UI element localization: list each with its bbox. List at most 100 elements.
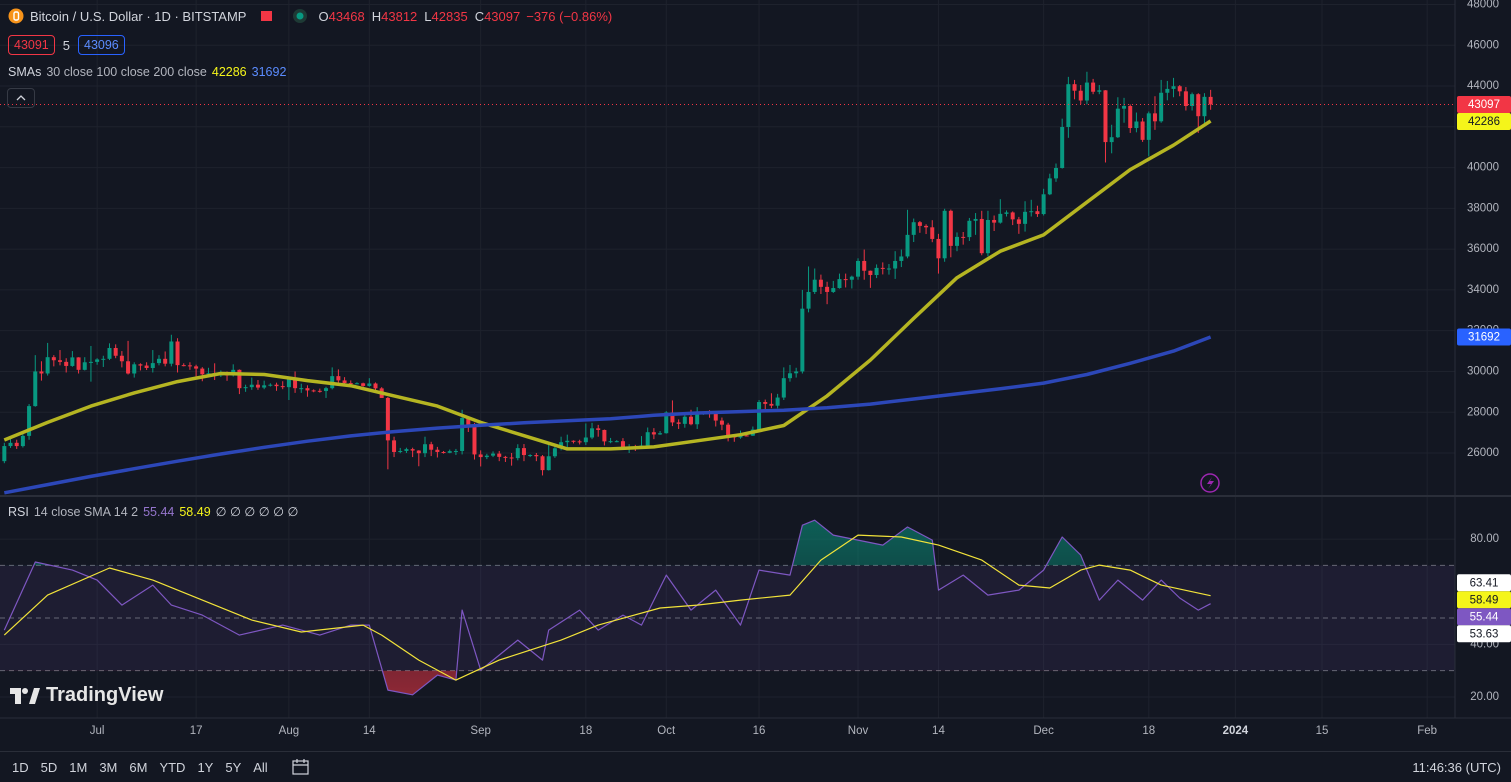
candle-body [602,429,607,442]
chevron-icon [16,95,26,101]
range-button[interactable]: 6M [129,759,148,775]
candle-body [800,308,805,372]
range-button[interactable]: 3M [99,759,118,775]
candle-body [1010,212,1015,220]
range-button[interactable]: YTD [159,759,186,775]
candle-body [491,453,496,456]
candle-body [818,279,823,287]
candle-body [552,448,557,457]
y-tick-label: 26000 [1467,447,1499,459]
candle-body [187,365,192,367]
range-button[interactable]: 5D [40,759,58,775]
price-label-box [1457,112,1511,130]
candle-body [837,279,842,289]
buy-button[interactable]: 43096 [78,35,125,55]
symbol-title: Bitcoin / U.S. Dollar · 1D · BITSTAMP [30,8,247,24]
candle-body [1023,211,1028,224]
candle-body [305,388,310,391]
ohlc-key: L [424,8,432,24]
candle-body [64,361,69,366]
candle-body [726,424,731,436]
rsi-value: 58.49 [179,504,211,519]
candle-body [1029,211,1034,213]
sma-title: SMAs [8,65,42,79]
candle-body [868,270,873,276]
x-tick-label: 2024 [1223,725,1249,737]
x-tick-label: 14 [363,725,376,737]
sma-params: 30 close 100 close 200 close [46,65,207,79]
ohlc-item: O43468 [318,9,364,24]
candle-body [880,267,885,269]
candle-body [930,227,935,239]
range-buttons: 1D 5D 1M 3M 6M YTD 1Y 5Y All [0,760,268,775]
symbol-row: Bitcoin / U.S. Dollar · 1D · BITSTAMP O4… [8,8,612,24]
candle-body [45,357,50,374]
candle-body [515,448,520,459]
candle-body [831,288,836,292]
candle-body [317,390,322,392]
candle-body [1066,84,1071,128]
candle-body [546,456,551,471]
candle-body [973,218,978,221]
x-tick-label: 18 [1142,725,1155,737]
y-tick-label: 28000 [1467,406,1499,418]
candle-body [942,210,947,259]
candle-body [20,435,25,447]
candle-body [70,357,75,366]
y-tick-label: 30000 [1467,365,1499,377]
candle-body [1078,90,1083,101]
candle-body [410,449,415,451]
range-button[interactable]: 5Y [225,759,242,775]
candle-body [1183,91,1188,107]
candle-body [119,355,124,362]
candle-body [719,420,724,425]
candle-body [194,366,199,369]
x-tick-label: Nov [848,725,869,737]
ohlc-item: C43097 [475,9,521,24]
candle-body [1122,106,1127,109]
candle-body [596,428,601,430]
candle-body [1208,96,1213,105]
overbought-fill [33,520,1085,566]
candle-body [1115,108,1120,138]
rsi-params: 14 close SMA 14 2 [33,504,139,519]
x-tick-label: 15 [1316,725,1329,737]
candle-body [367,383,372,386]
candle-body [1103,90,1108,143]
sell-button[interactable]: 43091 [8,35,55,55]
candle-body [472,426,477,455]
logo-mark [10,687,40,704]
candle-body [1152,113,1157,122]
y-tick-label: 20.00 [1470,691,1499,703]
y-tick-label: 44000 [1467,80,1499,92]
candle-body [905,234,910,257]
date-range-icon[interactable] [290,757,312,777]
candle-body [534,455,539,457]
collapse-button[interactable] [7,88,35,108]
candle-body [299,388,304,390]
range-button[interactable]: 1D [12,759,29,775]
grid [0,0,1455,718]
candle-body [658,433,663,435]
candle-body [1202,96,1207,117]
chart: Jul 17 Aug 14 Sep 18 Oct 16 Nov 14 Dec 18 2024 15 Feb 2… [0,0,1511,737]
flag-icon[interactable] [260,9,274,23]
candle-body [757,402,762,430]
range-button[interactable]: All [253,759,268,775]
y-tick-label: 38000 [1467,202,1499,214]
rsi-title: RSI [8,504,29,519]
x-tick-label: Jul [90,725,105,737]
candle-body [484,455,489,458]
candle-body [478,454,483,458]
candle-body [571,440,576,442]
candle-body [528,455,533,457]
candle-body [88,361,93,363]
range-button[interactable]: 1M [69,759,88,775]
candle-body [435,449,440,452]
candle-body [181,365,186,367]
indicator-line [3,519,1211,696]
candle-body [1041,194,1046,215]
toolbar: 1D 5D 1M 3M 6M YTD 1Y 5Y All 11:46:36 (UTC) [0,751,1511,782]
sma-legend: SMAs 30 close 100 close 200 close 42286 … [8,65,286,79]
range-button[interactable]: 1Y [197,759,214,775]
